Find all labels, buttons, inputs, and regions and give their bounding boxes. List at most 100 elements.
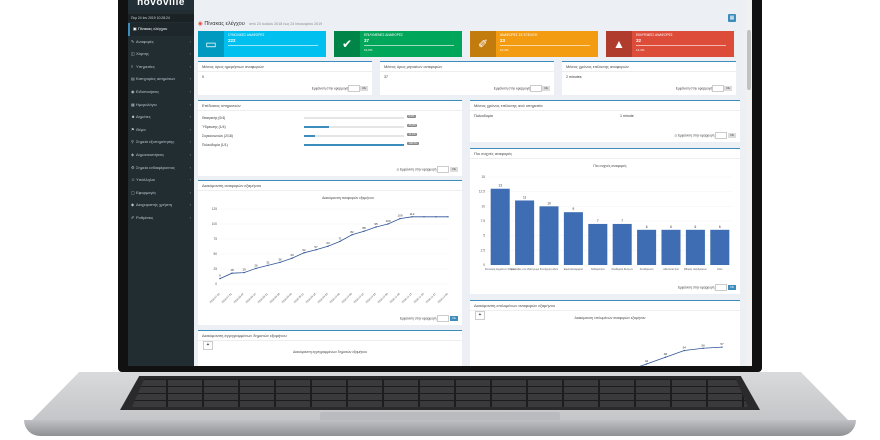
page-title: Πίνακας ελέγχου <box>204 21 245 27</box>
folder-icon: ▭ <box>198 31 224 57</box>
calendar-button[interactable]: ▦ <box>728 14 736 22</box>
sidebar-item[interactable]: ◫Χάρτης ‹ <box>128 48 194 61</box>
data-point[interactable] <box>702 347 704 349</box>
sidebar-item[interactable]: ⚙Σημεία ενδιαφέροντος ‹ <box>128 162 194 175</box>
x-tick-label: 2018-11-13 <box>401 291 413 303</box>
data-label: 19 <box>242 268 246 272</box>
sidebar-item[interactable]: ◈ Δημοσκοπήσεις ‹ <box>128 149 194 162</box>
data-point[interactable] <box>279 261 281 264</box>
sidebar-item[interactable]: ◉ Ειδοποιήσεις ‹ <box>128 86 194 99</box>
bar[interactable] <box>539 206 559 265</box>
print-icon[interactable]: ⎙ <box>396 167 400 172</box>
bar[interactable] <box>637 229 657 265</box>
x-tick-label: 2018-09-25 <box>316 291 329 304</box>
data-point[interactable] <box>231 272 233 274</box>
bar[interactable] <box>710 229 730 265</box>
bar[interactable] <box>661 229 681 265</box>
chevron-left-icon: ‹ <box>189 214 191 220</box>
export-label: Εμφάνιση στην εφαρμογή <box>493 86 531 91</box>
data-label: 36 <box>278 257 282 261</box>
sidebar-item-label: Χάρτης <box>136 51 149 57</box>
stat-title: Μέσος όρος ημερήσιων αναφορών <box>198 62 372 72</box>
sidebar-item[interactable]: ⚲ Σημεία εξυπηρέτησης ‹ <box>128 136 194 149</box>
export-ok-button[interactable]: Ok <box>450 316 458 321</box>
data-label: 31 <box>266 260 270 264</box>
export-select[interactable] <box>348 85 361 92</box>
export-select[interactable] <box>437 315 450 322</box>
sidebar-item[interactable]: ⚑Θέμα ‹ <box>128 124 194 137</box>
services-export: ⎙ Εμφάνιση στην εφαρμογή Ok <box>397 166 458 173</box>
data-point[interactable] <box>375 226 377 228</box>
expand-button[interactable]: + <box>475 311 485 320</box>
data-point[interactable] <box>387 223 389 225</box>
sidebar-item[interactable]: ▣Πίνακας ελέγχου <box>128 23 194 36</box>
sidebar-item[interactable]: ✎ Αναφορές ‹ <box>128 36 194 49</box>
export-ok-button[interactable]: Ok <box>728 133 736 138</box>
data-point[interactable] <box>267 264 269 267</box>
services-title: Επίδοσεις υπηρεσιών <box>198 101 462 111</box>
data-point[interactable] <box>363 230 365 232</box>
data-point[interactable] <box>664 356 667 358</box>
data-point[interactable] <box>435 216 437 218</box>
export-ok-button[interactable]: Ok <box>728 285 736 290</box>
service-time-row: Πολεοδομία 1 minute <box>470 111 740 127</box>
expand-button[interactable]: + <box>203 341 213 350</box>
export-select[interactable] <box>530 85 543 92</box>
export-select[interactable] <box>437 166 450 173</box>
sidebar-item[interactable]: ☻Δημότες ‹ <box>128 111 194 124</box>
sidebar-item[interactable]: ▦Ημερολόγιο ‹ <box>128 99 194 112</box>
y-tick-label: 0 <box>215 282 217 286</box>
data-point[interactable] <box>291 257 293 259</box>
service-progress <box>304 126 404 128</box>
stat-export: Εμφάνιση στην εφαρμογή Ok <box>676 85 732 92</box>
data-point[interactable] <box>339 240 341 243</box>
scrollbar-thumb[interactable] <box>747 30 751 90</box>
scrollbar[interactable] <box>746 0 752 366</box>
data-label: 9 <box>219 274 221 278</box>
data-point[interactable] <box>411 216 413 218</box>
data-point[interactable] <box>327 245 329 247</box>
export-ok-button[interactable]: Ok <box>724 86 732 91</box>
sidebar-item[interactable]: ▢Εφαρμογές ‹ <box>128 187 194 200</box>
app-logo[interactable]: novoville <box>128 0 194 10</box>
export-ok-button[interactable]: Ok <box>360 86 368 91</box>
x-tick-label: 2018-08-14 <box>244 291 257 304</box>
y-tick-label: 15 <box>481 175 485 179</box>
bar[interactable] <box>612 223 632 265</box>
sidebar-item[interactable]: ≡ Υπηρεσίες ‹ <box>128 61 194 74</box>
data-point[interactable] <box>447 216 449 218</box>
export-ok-button[interactable]: Ok <box>542 86 550 91</box>
registered-citizens-panel: Διακύμανση εγγεγραμμένων δημοτών εξαμήνο… <box>198 330 462 366</box>
bar[interactable] <box>490 188 510 265</box>
megaphone-icon: ◈ <box>131 151 135 157</box>
bar[interactable] <box>588 223 608 265</box>
export-select[interactable] <box>712 85 725 92</box>
data-point[interactable] <box>399 217 401 220</box>
chevron-left-icon: ‹ <box>189 151 191 157</box>
data-point[interactable] <box>351 234 353 236</box>
bar[interactable] <box>563 212 583 265</box>
data-point[interactable] <box>243 271 245 274</box>
bar[interactable] <box>515 200 535 265</box>
export-select[interactable] <box>715 284 728 291</box>
bar-value-label: 6 <box>695 225 697 229</box>
data-point[interactable] <box>255 267 257 270</box>
wrench-icon: ✐ <box>470 31 496 57</box>
print-icon[interactable]: ⎙ <box>674 133 678 138</box>
sidebar-item[interactable]: ✐ Ρυθμίσεις ‹ <box>128 212 194 225</box>
data-point[interactable] <box>645 363 648 365</box>
data-point[interactable] <box>683 349 685 352</box>
sidebar-nav: ▣Πίνακας ελέγχου ✎ Αναφορές ‹ ◫Χάρτης ‹ ≡ Υπηρε… <box>128 23 194 225</box>
sidebar-item[interactable]: ◆ Διαχειριστής χρήστη ‹ <box>128 199 194 212</box>
export-select[interactable] <box>715 132 728 139</box>
sidebar-item[interactable]: ☺Υπάλληλοι ‹ <box>128 174 194 187</box>
dashboard-icon: ▣ <box>133 26 137 31</box>
data-point[interactable] <box>303 252 305 254</box>
bar[interactable] <box>685 229 705 265</box>
data-point[interactable] <box>423 216 425 218</box>
data-point[interactable] <box>315 249 317 251</box>
data-point[interactable] <box>721 346 723 348</box>
export-ok-button[interactable]: Ok <box>450 167 458 172</box>
sidebar-item[interactable]: ▤Κατηγορίες αιτημάτων ‹ <box>128 73 194 86</box>
data-point[interactable] <box>219 277 221 280</box>
